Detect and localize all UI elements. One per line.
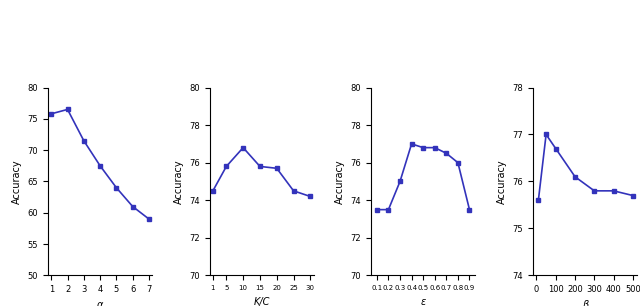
Y-axis label: Accuracy: Accuracy — [12, 159, 22, 204]
Y-axis label: Accuracy: Accuracy — [173, 159, 184, 204]
X-axis label: ε: ε — [420, 297, 426, 306]
Y-axis label: Accuracy: Accuracy — [335, 159, 345, 204]
Y-axis label: Accuracy: Accuracy — [497, 159, 506, 204]
X-axis label: β: β — [582, 300, 588, 306]
X-axis label: K/C: K/C — [253, 297, 270, 306]
X-axis label: α: α — [97, 300, 103, 306]
